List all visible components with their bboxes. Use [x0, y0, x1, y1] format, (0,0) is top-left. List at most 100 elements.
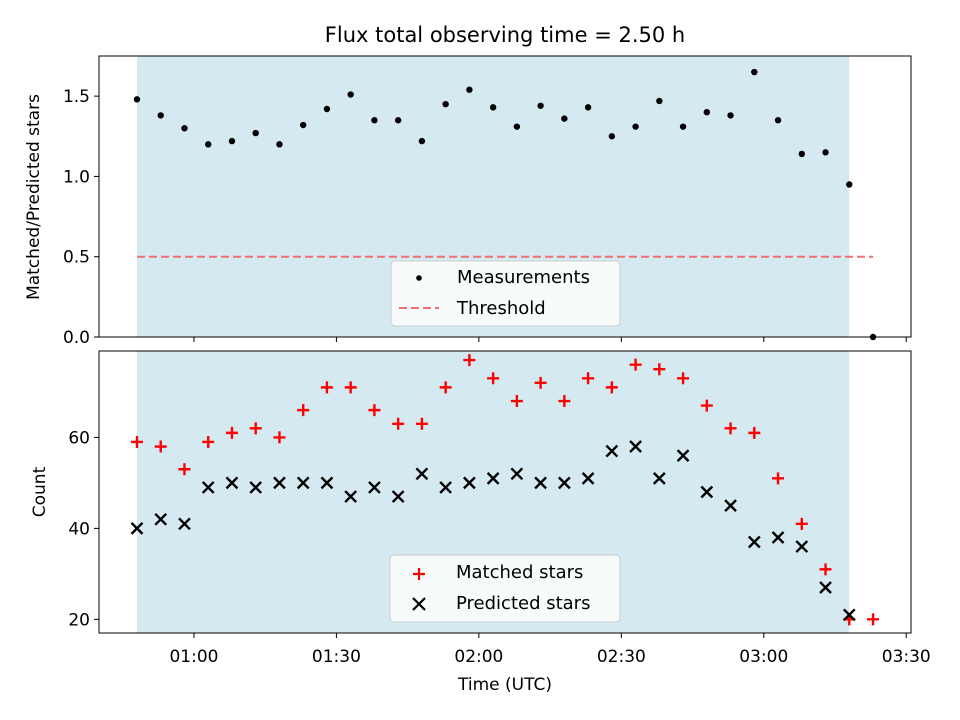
measurement-point — [656, 97, 663, 105]
matched-star-point — [344, 381, 357, 394]
measurement-point — [181, 125, 188, 132]
measurement-point — [774, 117, 782, 124]
predicted-star-point — [510, 467, 524, 481]
predicted-star-point — [795, 540, 809, 553]
measurement-point — [371, 117, 378, 124]
matched-star-point — [225, 426, 238, 439]
matched-star-point — [510, 395, 523, 408]
predicted-star-point — [842, 608, 856, 622]
predicted-star-point — [747, 535, 761, 549]
measurement-point — [727, 112, 734, 119]
measurement-point — [489, 104, 497, 111]
x-axis-label: Time (UTC) — [457, 675, 552, 695]
top-legend-box — [390, 260, 621, 327]
bottom-y-tick-label: 40 — [68, 519, 90, 539]
legend-threshold-label: Threshold — [456, 298, 546, 319]
count-points — [130, 354, 880, 626]
bottom-axis-ticks: 20 40 60 01:00 01:30 02:00 02:30 03:00 03:30 — [68, 428, 930, 667]
matched-star-point — [795, 517, 808, 530]
measurement-point — [632, 123, 639, 130]
matched-star-point — [320, 381, 333, 394]
bottom-y-tick-label: 60 — [68, 428, 90, 448]
top-axes-frame — [98, 55, 912, 338]
measurement-point — [133, 96, 141, 103]
x-tick-label: 02:30 — [597, 647, 646, 667]
predicted-star-point — [344, 490, 358, 503]
matched-star-point — [653, 363, 666, 376]
legend-measurements-marker — [416, 275, 422, 281]
bottom-legend: Matched stars Predicted stars — [389, 554, 621, 623]
matched-star-point — [772, 472, 785, 485]
predicted-star-point — [273, 476, 286, 490]
predicted-star-point — [154, 512, 168, 526]
measurement-point — [513, 123, 521, 130]
matched-star-point — [368, 404, 381, 417]
matched-star-point — [748, 426, 761, 439]
predicted-star-point — [178, 517, 191, 531]
matched-star-point — [582, 372, 595, 385]
measurement-point — [679, 123, 687, 130]
measurement-point — [608, 133, 616, 140]
predicted-star-point — [724, 499, 737, 512]
measurement-point — [703, 109, 711, 116]
top-y-tick-label: 1.5 — [63, 87, 90, 107]
measurement-point — [537, 102, 544, 109]
x-tick-label: 03:30 — [882, 647, 931, 667]
legend-predicted-label: Predicted stars — [456, 593, 590, 614]
predicted-star-point — [605, 444, 619, 458]
matched-star-point — [130, 435, 143, 448]
matched-star-point — [724, 422, 737, 435]
top-y-tick-label: 1.0 — [63, 167, 90, 187]
bottom-y-axis-label: Count — [30, 466, 50, 517]
bottom-legend-box — [389, 554, 621, 623]
measurement-point — [299, 121, 307, 129]
predicted-star-point — [819, 581, 832, 594]
measurement-point — [751, 68, 758, 76]
predicted-star-point — [558, 476, 571, 490]
measurement-point — [584, 104, 592, 111]
measurement-point — [394, 117, 402, 124]
measurement-point — [418, 137, 426, 145]
predicted-star-point — [296, 476, 310, 490]
matched-star-point — [202, 435, 215, 448]
bottom-y-tick-label: 20 — [68, 610, 90, 630]
predicted-star-point — [130, 522, 144, 535]
predicted-star-point — [201, 481, 215, 494]
x-tick-label: 03:00 — [739, 647, 788, 667]
legend-predicted-marker — [412, 597, 426, 611]
bottom-axes-frame — [98, 350, 912, 634]
matched-star-point — [297, 404, 310, 417]
matched-star-point — [415, 417, 428, 430]
bottom-panel: 20 40 60 01:00 01:30 02:00 02:30 03:00 03:30 Tim… — [30, 350, 931, 695]
matched-star-point — [629, 358, 642, 371]
top-legend: Measurements Threshold — [390, 260, 621, 327]
x-tick-label: 01:30 — [312, 647, 361, 667]
matched-star-point — [558, 395, 571, 408]
measurement-point — [798, 150, 805, 158]
predicted-star-point — [534, 476, 547, 490]
predicted-star-point — [486, 472, 500, 485]
matched-star-point — [605, 381, 618, 394]
matched-star-point — [819, 563, 832, 576]
measurement-point — [157, 112, 164, 119]
matched-star-point — [487, 372, 500, 385]
x-tick-label: 02:00 — [454, 647, 503, 667]
predicted-star-point — [368, 481, 381, 494]
measurement-point — [442, 100, 449, 108]
matched-star-point — [677, 372, 690, 385]
measurement-point — [276, 141, 283, 148]
top-y-tick-label: 0.5 — [63, 248, 90, 268]
measurement-point — [252, 129, 259, 137]
top-y-axis-label: Matched/Predicted stars — [24, 94, 44, 300]
predicted-star-point — [652, 472, 666, 485]
measurement-point — [561, 115, 568, 122]
measurement-point — [822, 149, 829, 156]
predicted-star-point — [225, 476, 239, 490]
measurement-point — [323, 105, 331, 113]
predicted-star-point — [700, 485, 714, 499]
matched-star-point — [273, 431, 286, 444]
matched-star-point — [463, 354, 476, 367]
predicted-star-point — [320, 476, 334, 490]
measurement-point — [205, 141, 212, 148]
